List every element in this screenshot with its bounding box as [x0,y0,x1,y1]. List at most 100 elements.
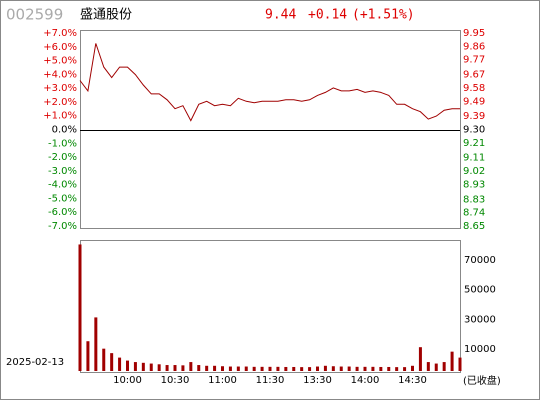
y-tick-label: 70000 [464,255,496,266]
volume-bar [300,367,304,371]
volume-bar [86,341,90,371]
volume-bar [339,366,343,371]
volume-bar [403,367,407,371]
volume-bar [458,357,462,371]
volume-bar [434,363,438,371]
x-tick-label: 11:00 [208,375,237,386]
volume-bar [110,353,114,371]
y2-tick-label: 9.58 [463,83,485,94]
volume-bar [411,365,414,371]
volume-bar [205,365,209,371]
volume-bar [228,366,232,371]
date: 2025-02-13 [6,357,64,368]
y-tick-label: +2.0% [43,97,77,108]
volume-bar [78,244,82,371]
stock-name: 盛通股份 [80,8,132,23]
y-tick-label: -6.0% [48,207,77,218]
y-tick-label: +6.0% [43,42,77,53]
volume-bar [379,366,383,371]
y2-tick-label: 9.49 [463,96,485,107]
volume-bar [141,362,145,371]
stock-code: 002599 [6,6,63,24]
y-tick-label: +5.0% [43,56,77,67]
volume-bar [316,366,319,371]
volume-bar [149,363,153,371]
volume-bar [395,367,399,371]
volume-bar [221,366,224,371]
y-tick-label: -5.0% [48,193,77,204]
y2-tick-label: 8.74 [463,208,485,219]
volume-bar [363,366,367,371]
y-tick-label: +1.0% [43,111,77,122]
y-tick-label: -2.0% [48,152,77,163]
price-panel [80,30,461,229]
change-pct: (+1.51%) [352,8,415,23]
volume-bar [450,351,454,371]
volume-bar [173,365,177,371]
volume-bar [355,366,359,371]
x-tick-label: 10:00 [113,375,142,386]
status: (已收盘) [463,374,501,387]
change: +0.14 [308,8,347,23]
volume-bar [213,365,217,371]
x-tick-label: 14:00 [351,375,380,386]
volume-bar [442,362,446,371]
y-tick-label: 50000 [464,285,496,296]
volume-bar [236,366,240,371]
volume-bar [133,362,137,371]
volume-bar [284,366,288,371]
volume-bar [323,365,327,371]
x-tick-label: 10:30 [161,375,190,386]
y-tick-label: -1.0% [48,138,77,149]
volume-bar [268,366,272,371]
y-tick-label: +3.0% [43,83,77,94]
price: 9.44 [265,8,296,23]
y-tick-label: +4.0% [43,69,77,80]
y-tick-label: -7.0% [48,221,77,232]
volume-bar [347,366,351,371]
volume-bar [292,366,296,371]
volume-bar [276,366,280,371]
y2-tick-label: 8.83 [463,194,485,205]
volume-bar [418,347,422,371]
y-tick-label: -4.0% [48,180,77,191]
y2-tick-label: 9.39 [463,111,485,122]
volume-bar [157,364,161,371]
volume-bar [126,360,129,371]
y-tick-label: +7.0% [43,28,77,39]
volume-bar [331,366,335,371]
y2-tick-label: 9.21 [463,138,485,149]
y-tick-label: 30000 [464,314,496,325]
y2-tick-label: 9.67 [463,70,485,81]
price-line [79,43,460,122]
y-tick-label: 10000 [464,344,496,355]
y2-tick-label: 9.11 [463,153,485,164]
volume-bar [102,348,106,371]
volume-bar [197,365,201,371]
x-tick-label: 11:30 [256,375,285,386]
x-tick-label: 13:30 [303,375,332,386]
y2-tick-label: 9.02 [463,166,485,177]
y2-tick-label: 8.93 [463,179,485,190]
volume-bar [426,362,430,371]
volume-bar [189,362,193,371]
volume-bar [252,366,256,371]
volume-bar [260,366,264,371]
y-tick-label: -3.0% [48,166,77,177]
volume-bar [308,367,312,371]
volume-bar [165,365,169,371]
y-tick-label: 0.0% [52,125,77,136]
x-tick-label: 14:30 [398,375,427,386]
volume-bar [387,366,391,371]
volume-bar [181,365,185,371]
volume-bar [371,366,375,371]
y2-tick-label: 9.95 [463,28,485,39]
y2-tick-label: 9.77 [463,55,485,66]
volume-bar [244,366,248,371]
y2-tick-label: 9.86 [463,41,485,52]
volume-bar [94,317,98,371]
volume-bar [118,357,122,371]
y2-tick-label: 8.65 [463,221,485,232]
